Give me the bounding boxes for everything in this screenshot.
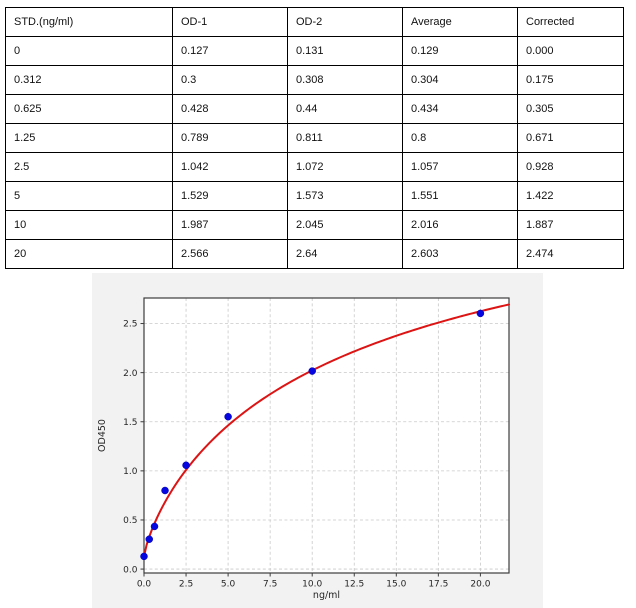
table-cell: 2.566 <box>172 239 288 269</box>
table-cell: 2.5 <box>5 152 173 182</box>
data-point <box>476 309 485 318</box>
data-point <box>161 486 169 495</box>
x-tick-label: 2.5 <box>179 580 193 590</box>
table-cell: 0.131 <box>287 36 403 66</box>
column-header: Corrected <box>517 7 624 37</box>
table-cell: 0.312 <box>5 65 173 95</box>
column-header: Average <box>402 7 518 37</box>
table-cell: 0.000 <box>517 36 624 66</box>
table-cell: 1.529 <box>172 181 288 211</box>
y-tick-label: 1.0 <box>123 467 138 477</box>
table-row: 0.625 0.428 0.44 0.434 0.305 <box>5 94 624 124</box>
table-cell: 1.887 <box>517 210 624 240</box>
table-cell: 1.551 <box>402 181 518 211</box>
standards-table: STD.(ng/ml) OD-1 OD-2 Average Corrected 0 0.1… <box>5 7 624 269</box>
table-cell: 0.175 <box>517 65 624 95</box>
table-cell: 0.671 <box>517 123 624 153</box>
x-tick-label: 7.5 <box>263 580 277 590</box>
table-cell: 0.305 <box>517 94 624 124</box>
x-tick-label: 0.0 <box>137 580 152 590</box>
table-cell: 0.304 <box>402 65 518 95</box>
y-tick-label: 1.5 <box>123 418 137 428</box>
table-cell: 20 <box>5 239 173 269</box>
table-row: 10 1.987 2.045 2.016 1.887 <box>5 210 624 240</box>
x-tick-label: 15.0 <box>386 580 406 590</box>
x-tick-label: 10.0 <box>302 580 322 590</box>
table-cell: 2.045 <box>287 210 403 240</box>
data-point <box>145 535 153 543</box>
column-header: OD-1 <box>172 7 288 37</box>
table-cell: 0.789 <box>172 123 288 153</box>
standard-curve-figure: 0.0 2.5 5.0 7.5 10.0 12.5 15.0 17.5 20.0 0.0 0.5 1.… <box>92 273 543 608</box>
y-tick-label: 2.0 <box>123 369 138 379</box>
table-cell: 1.422 <box>517 181 624 211</box>
table-cell: 0.129 <box>402 36 518 66</box>
table-row: 2.5 1.042 1.072 1.057 0.928 <box>5 152 624 182</box>
table-cell: 0.8 <box>402 123 518 153</box>
table-row: 20 2.566 2.64 2.603 2.474 <box>5 239 624 269</box>
column-header: STD.(ng/ml) <box>5 7 173 37</box>
column-header: OD-2 <box>287 7 403 37</box>
table-header-row: STD.(ng/ml) OD-1 OD-2 Average Corrected <box>5 7 624 37</box>
table-cell: 0.434 <box>402 94 518 124</box>
table-cell: 0.625 <box>5 94 173 124</box>
table-cell: 0.811 <box>287 123 403 153</box>
data-point <box>182 461 190 470</box>
table-cell: 0 <box>5 36 173 66</box>
table-cell: 2.603 <box>402 239 518 269</box>
x-tick-label: 20.0 <box>470 580 490 590</box>
data-point <box>150 522 159 531</box>
table-row: 0 0.127 0.131 0.129 0.000 <box>5 36 624 66</box>
table-cell: 1.25 <box>5 123 173 153</box>
y-tick-label: 0.5 <box>123 516 137 526</box>
table-cell: 0.44 <box>287 94 403 124</box>
x-tick-label: 5.0 <box>221 580 236 590</box>
y-tick-label: 2.5 <box>123 320 137 330</box>
table-cell: 1.057 <box>402 152 518 182</box>
y-tick-label: 0.0 <box>123 565 138 575</box>
table-cell: 1.573 <box>287 181 403 211</box>
table-cell: 2.474 <box>517 239 624 269</box>
table-cell: 2.64 <box>287 239 403 269</box>
plot-border <box>143 297 510 574</box>
y-axis-label: OD450 <box>97 419 108 452</box>
table-cell: 1.987 <box>172 210 288 240</box>
table-cell: 0.428 <box>172 94 288 124</box>
table-cell: 0.308 <box>287 65 403 95</box>
standard-curve-plot: 0.0 2.5 5.0 7.5 10.0 12.5 15.0 17.5 20.0 0.0 0.5 1.… <box>97 297 510 601</box>
table-cell: 0.127 <box>172 36 288 66</box>
data-point <box>308 367 316 375</box>
table-cell: 0.3 <box>172 65 288 95</box>
table-row: 5 1.529 1.573 1.551 1.422 <box>5 181 624 211</box>
plot-area <box>144 298 509 573</box>
table-row: 1.25 0.789 0.811 0.8 0.671 <box>5 123 624 153</box>
x-axis-label: ng/ml <box>313 590 340 601</box>
table-cell: 10 <box>5 210 173 240</box>
data-point <box>140 552 148 561</box>
x-tick-label: 12.5 <box>344 580 364 590</box>
table-cell: 0.928 <box>517 152 624 182</box>
table-cell: 5 <box>5 181 173 211</box>
fit-curve <box>143 303 510 558</box>
table-cell: 1.072 <box>287 152 403 182</box>
x-tick-label: 17.5 <box>428 580 448 590</box>
table-cell: 1.042 <box>172 152 288 182</box>
data-point <box>224 412 232 421</box>
table-row: 0.312 0.3 0.308 0.304 0.175 <box>5 65 624 95</box>
table-cell: 2.016 <box>402 210 518 240</box>
